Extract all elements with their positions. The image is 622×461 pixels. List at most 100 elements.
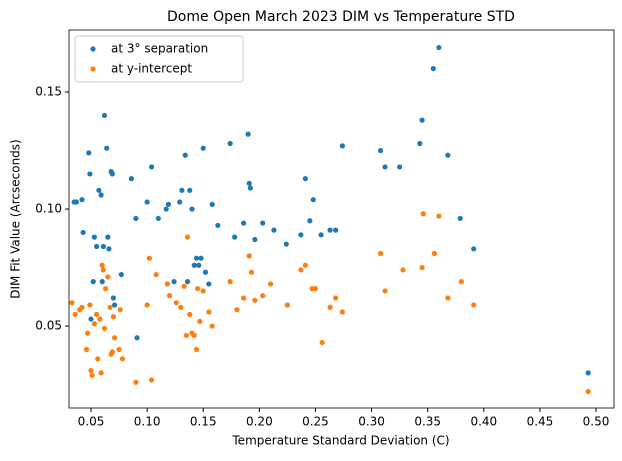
point <box>382 164 388 170</box>
point <box>110 295 117 301</box>
point <box>101 325 108 332</box>
point <box>232 234 238 240</box>
point <box>96 187 102 193</box>
point <box>144 302 150 308</box>
point <box>105 274 111 280</box>
point <box>241 295 247 301</box>
point <box>339 143 345 149</box>
point <box>117 307 123 313</box>
x-tick-label: 0.25 <box>302 415 329 429</box>
point <box>436 213 442 219</box>
x-tick-label: 0.40 <box>470 415 497 429</box>
point <box>89 372 95 378</box>
x-axis-label: Temperature Standard Deviation (C) <box>231 434 449 448</box>
point <box>88 316 94 322</box>
legend-box <box>74 35 244 83</box>
point <box>246 180 252 186</box>
point <box>307 218 313 224</box>
point <box>191 262 197 268</box>
x-tick-label: 0.10 <box>134 415 161 429</box>
point <box>144 199 150 205</box>
point <box>318 232 324 238</box>
point <box>445 152 451 158</box>
point <box>271 227 277 233</box>
x-tick-label: 0.45 <box>527 415 554 429</box>
point <box>100 243 106 250</box>
point <box>247 185 253 191</box>
point <box>91 234 97 240</box>
point <box>90 279 96 285</box>
point <box>227 279 233 285</box>
point <box>149 164 155 170</box>
point <box>179 187 185 193</box>
point <box>471 302 477 308</box>
point <box>333 227 339 233</box>
point <box>283 241 289 247</box>
point <box>196 262 202 268</box>
point <box>195 286 201 292</box>
point <box>83 346 90 353</box>
point <box>339 309 345 315</box>
y-tick-label: 0.10 <box>35 202 62 216</box>
point <box>234 307 240 313</box>
point <box>585 370 591 376</box>
point <box>187 187 193 193</box>
point <box>100 267 106 273</box>
point <box>91 321 97 327</box>
legend-label: at y-intercept <box>111 62 192 76</box>
point <box>153 271 159 278</box>
point <box>178 304 184 310</box>
x-tick-label: 0.50 <box>583 415 610 429</box>
point <box>209 201 215 207</box>
point <box>260 220 266 226</box>
point <box>197 318 203 324</box>
point <box>419 117 425 123</box>
point <box>104 145 110 151</box>
point <box>98 192 104 198</box>
point <box>215 222 221 229</box>
point <box>400 267 406 273</box>
point <box>241 220 247 226</box>
point <box>166 293 173 299</box>
point <box>171 279 177 285</box>
point <box>200 288 206 294</box>
point <box>209 323 215 329</box>
point <box>109 349 115 355</box>
point <box>182 152 188 158</box>
point <box>109 171 115 177</box>
point <box>327 304 333 310</box>
point <box>111 302 118 308</box>
point <box>202 269 209 275</box>
point <box>110 314 117 320</box>
point <box>72 311 78 317</box>
point <box>436 44 442 51</box>
point <box>102 286 109 292</box>
point <box>149 377 155 383</box>
point <box>312 286 319 292</box>
point <box>73 199 80 205</box>
point <box>99 279 105 285</box>
y-tick-label: 0.05 <box>35 319 62 333</box>
point <box>87 302 93 308</box>
point <box>471 246 477 252</box>
point <box>106 246 112 252</box>
legend-marker <box>90 46 96 52</box>
point <box>302 262 308 268</box>
point <box>420 211 426 217</box>
point <box>417 140 423 147</box>
point <box>134 335 140 341</box>
x-tick-label: 0.20 <box>246 415 273 429</box>
point <box>116 346 122 353</box>
point <box>119 356 126 362</box>
point <box>86 150 92 156</box>
point <box>248 269 255 275</box>
point <box>79 197 85 203</box>
point <box>377 147 384 154</box>
point <box>319 339 325 346</box>
point <box>88 367 94 374</box>
point <box>101 112 108 119</box>
point <box>431 250 438 257</box>
point <box>200 145 206 151</box>
point <box>146 255 152 261</box>
